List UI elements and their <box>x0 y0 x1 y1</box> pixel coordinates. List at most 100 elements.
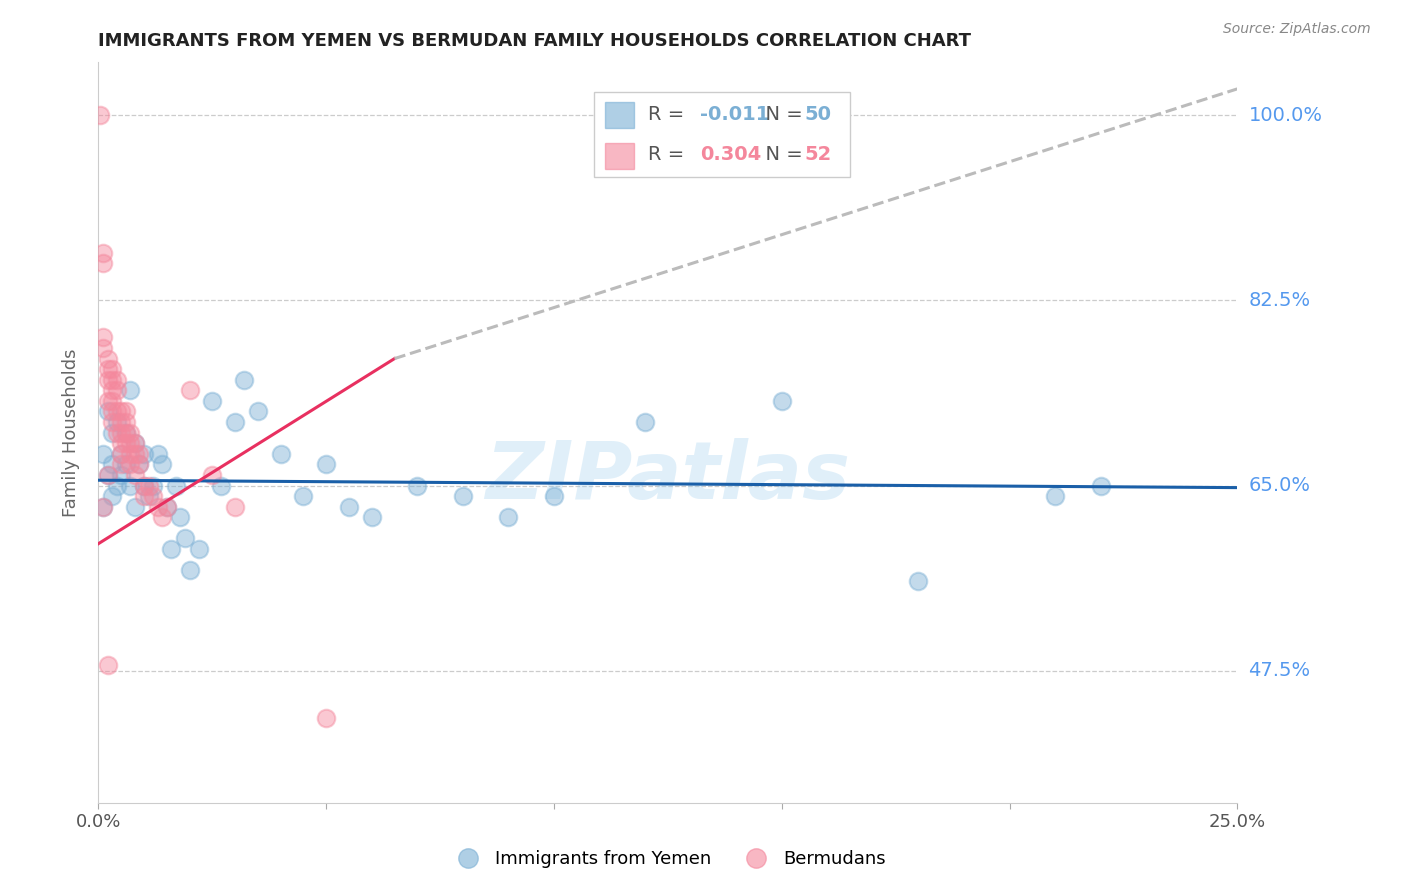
Point <box>114 415 136 429</box>
Point <box>101 458 124 472</box>
Point <box>101 425 124 440</box>
Point <box>315 711 337 725</box>
Text: 65.0%: 65.0% <box>1249 476 1310 495</box>
Point <box>110 436 132 450</box>
Point <box>142 478 165 492</box>
Point <box>114 436 136 450</box>
Point <box>160 541 183 556</box>
Text: -0.011: -0.011 <box>700 104 769 124</box>
Point <box>770 393 793 408</box>
Point <box>110 447 132 461</box>
Point <box>224 415 246 429</box>
Point <box>1090 478 1112 492</box>
Point <box>114 425 136 440</box>
FancyBboxPatch shape <box>605 103 634 128</box>
Point <box>96 404 118 418</box>
Point <box>96 373 118 387</box>
Point <box>156 500 179 514</box>
Point <box>907 574 929 588</box>
Point <box>543 489 565 503</box>
Point <box>120 425 142 440</box>
Point <box>91 500 114 514</box>
Point <box>96 658 118 673</box>
Point <box>233 373 256 387</box>
Point <box>91 341 114 355</box>
Point <box>110 425 132 440</box>
Point <box>142 489 165 503</box>
Point <box>120 384 142 398</box>
Text: N =: N = <box>754 145 810 164</box>
Point <box>1043 489 1066 503</box>
Text: R =: R = <box>648 145 690 164</box>
Text: 0.304: 0.304 <box>700 145 761 164</box>
Point <box>132 489 155 503</box>
Point <box>114 404 136 418</box>
Point <box>89 108 111 122</box>
Point <box>270 447 292 461</box>
Point <box>96 393 118 408</box>
Point <box>110 404 132 418</box>
Point <box>96 467 118 482</box>
Point <box>120 458 142 472</box>
Point <box>105 373 128 387</box>
Point <box>128 458 150 472</box>
Point <box>110 447 132 461</box>
Point <box>110 467 132 482</box>
Point <box>120 447 142 461</box>
Point <box>128 458 150 472</box>
Point <box>124 447 146 461</box>
Point <box>201 467 224 482</box>
Point <box>150 510 173 524</box>
Point <box>91 447 114 461</box>
Point <box>124 436 146 450</box>
Point <box>209 478 232 492</box>
Text: Source: ZipAtlas.com: Source: ZipAtlas.com <box>1223 22 1371 37</box>
Point <box>315 458 337 472</box>
Text: 50: 50 <box>804 104 831 124</box>
Point <box>105 415 128 429</box>
Point <box>406 478 429 492</box>
Point <box>292 489 315 503</box>
Point <box>150 458 173 472</box>
Point <box>101 415 124 429</box>
Text: 100.0%: 100.0% <box>1249 106 1323 125</box>
Point <box>124 500 146 514</box>
FancyBboxPatch shape <box>605 143 634 169</box>
Point <box>101 362 124 376</box>
Point <box>114 458 136 472</box>
Point <box>120 478 142 492</box>
Point <box>110 415 132 429</box>
Text: IMMIGRANTS FROM YEMEN VS BERMUDAN FAMILY HOUSEHOLDS CORRELATION CHART: IMMIGRANTS FROM YEMEN VS BERMUDAN FAMILY… <box>98 32 972 50</box>
Point <box>165 478 187 492</box>
Point <box>91 245 114 260</box>
Text: ZIPatlas: ZIPatlas <box>485 438 851 516</box>
Point <box>91 500 114 514</box>
Point <box>201 393 224 408</box>
Point <box>105 404 128 418</box>
Point <box>91 330 114 344</box>
Text: N =: N = <box>754 104 810 124</box>
Point <box>105 425 128 440</box>
Point <box>110 458 132 472</box>
Point <box>138 478 160 492</box>
Point <box>132 478 155 492</box>
Point <box>246 404 269 418</box>
Point <box>91 256 114 270</box>
Point <box>169 510 191 524</box>
Point <box>114 425 136 440</box>
Point <box>96 467 118 482</box>
Point <box>124 436 146 450</box>
Point <box>146 500 169 514</box>
Text: 82.5%: 82.5% <box>1249 291 1310 310</box>
Point <box>96 351 118 366</box>
Legend: Immigrants from Yemen, Bermudans: Immigrants from Yemen, Bermudans <box>443 843 893 875</box>
Point <box>138 489 160 503</box>
Point <box>105 384 128 398</box>
Point <box>105 478 128 492</box>
Point <box>634 415 657 429</box>
Point <box>132 447 155 461</box>
Point <box>174 532 197 546</box>
Point <box>224 500 246 514</box>
Point <box>101 393 124 408</box>
Text: 52: 52 <box>804 145 832 164</box>
